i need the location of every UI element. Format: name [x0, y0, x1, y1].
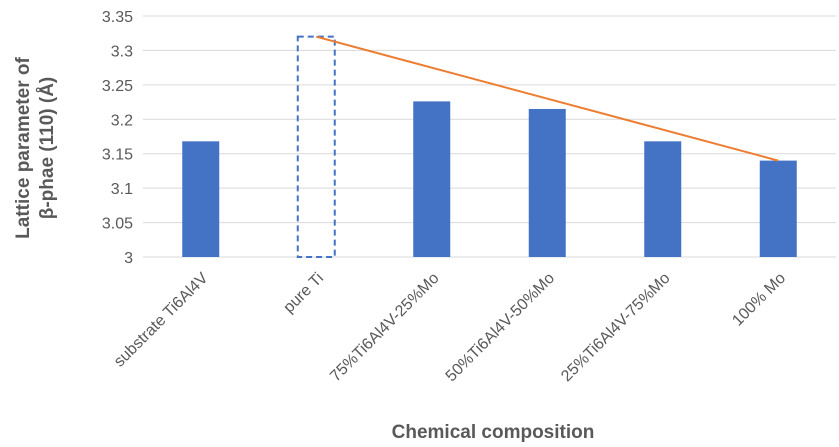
bar [644, 141, 682, 257]
x-category-label: 75%Ti6Al4V-25%Mo [327, 270, 442, 385]
x-category-label: 50%Ti6Al4V-50%Mo [443, 270, 558, 385]
y-axis-ticks: 3 3.05 3.1 3.15 3.2 3.25 3.3 3.35 [102, 9, 133, 267]
y-tick-label: 3.05 [102, 216, 133, 233]
y-tick-label: 3.35 [102, 9, 133, 26]
x-category-label: 100% Mo [729, 270, 789, 330]
y-tick-label: 3.15 [102, 147, 133, 164]
x-category-label: 25%Ti6Al4V-75%Mo [558, 270, 673, 385]
y-tick-label: 3 [124, 250, 133, 267]
x-axis-category-labels: substrate Ti6Al4V pure Ti 75%Ti6Al4V-25%Mo… [111, 270, 789, 386]
x-axis-title: Chemical composition [392, 422, 595, 443]
y-tick-label: 3.1 [111, 181, 133, 198]
bars [182, 35, 797, 258]
trend-line-group [315, 35, 779, 162]
bar [528, 108, 566, 257]
x-category-label: substrate Ti6Al4V [111, 270, 212, 371]
y-tick-label: 3.3 [111, 43, 133, 60]
y-axis-title-line-1: Lattice parameter of [13, 57, 34, 239]
bar-dashed [296, 35, 336, 258]
y-axis-title-line-2: β-phae (110) (Å) [37, 77, 58, 220]
x-category-label: pure Ti [280, 270, 327, 317]
y-tick-label: 3.25 [102, 78, 133, 95]
bar [759, 160, 797, 257]
y-tick-label: 3.2 [111, 112, 133, 129]
bar [182, 141, 220, 257]
gridlines [143, 15, 836, 258]
bar [413, 101, 451, 257]
trend-line [315, 35, 779, 162]
